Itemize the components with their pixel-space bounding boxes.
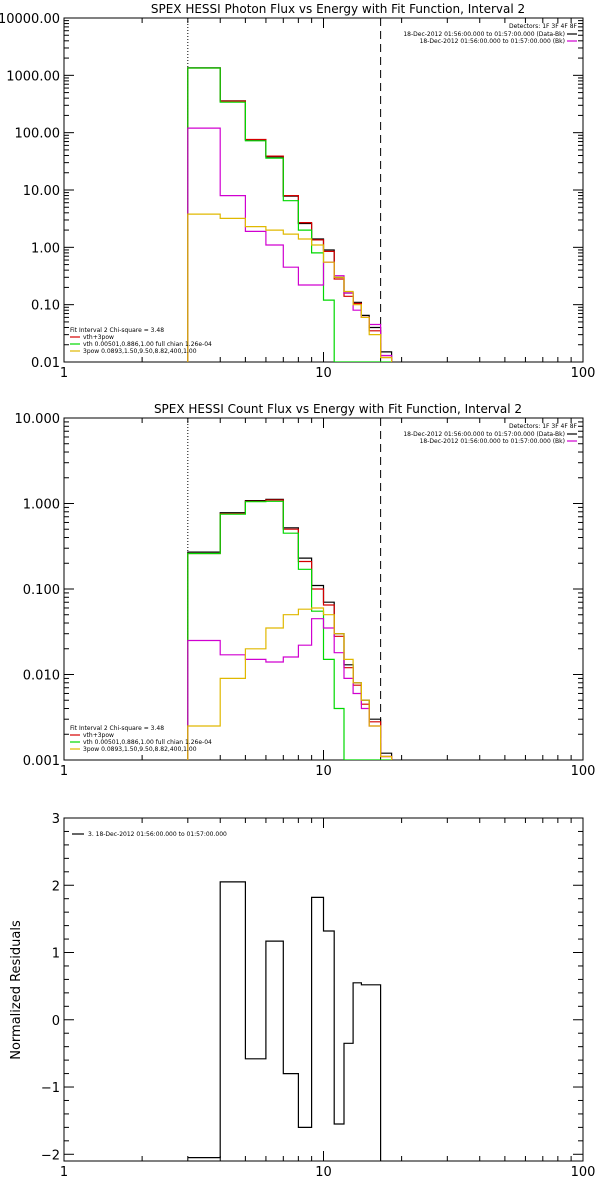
count-y-tick-label: 0.001 (23, 754, 60, 769)
photon-y-tick-label: 1.00 (31, 241, 60, 256)
residuals-x-tick-label: 100 (571, 1165, 596, 1180)
count-fit-legend-label: 3pow 0.0893,1.50,9.50,8.82,400,1.00 (83, 746, 197, 753)
count-chart-title: SPEX HESSI Count Flux vs Energy with Fit… (154, 402, 522, 416)
photon-fit-legend-label: vth 0.00501,0.886,1.00 full chian 1.26e-… (83, 341, 212, 348)
count-flux-panel: SPEX HESSI Count Flux vs Energy with Fit… (15, 402, 596, 779)
photon-series-4 (187, 213, 393, 362)
photon-y-tick-label: 100.00 (15, 127, 61, 142)
residuals-x-tick-label: 1 (60, 1165, 68, 1180)
count-y-tick-label: 10.000 (15, 412, 61, 427)
count-series-4 (187, 607, 393, 760)
residuals-y-tick-label: −1 (41, 1081, 60, 1096)
residuals-y-axis-label: Normalized Residuals (9, 920, 24, 1060)
photon-flux-panel: SPEX HESSI Photon Flux vs Energy with Fi… (0, 2, 595, 381)
photon-x-tick-label: 100 (571, 366, 596, 381)
residuals-y-tick-label: 1 (52, 947, 60, 962)
count-legend-label: 18-Dec-2012 01:56:00.000 to 01:57:00.000… (420, 438, 565, 445)
count-legend-label: 18-Dec-2012 01:56:00.000 to 01:57:00.000… (403, 431, 565, 438)
photon-series-3 (187, 127, 393, 362)
count-series-0 (187, 498, 393, 760)
count-x-tick-label: 100 (571, 764, 596, 779)
photon-y-tick-label: 10.00 (23, 184, 60, 199)
photon-x-tick-label: 1 (60, 366, 68, 381)
photon-chart-title: SPEX HESSI Photon Flux vs Energy with Fi… (151, 2, 525, 16)
residuals-plot-frame (63, 817, 584, 1162)
photon-fit-label: Fit Interval 2 Chi-square = 3.48 (70, 327, 164, 334)
photon-legend-label: 18-Dec-2012 01:56:00.000 to 01:57:00.000… (420, 38, 565, 45)
count-series-1 (187, 499, 393, 760)
count-y-tick-label: 1.000 (23, 498, 60, 513)
photon-y-tick-label: 0.01 (31, 356, 60, 371)
photon-x-tick-label: 10 (315, 366, 332, 381)
photon-series-2 (187, 67, 392, 362)
residuals-y-tick-label: 3 (52, 812, 60, 827)
count-fit-label: Fit Interval 2 Chi-square = 3.48 (70, 725, 164, 732)
count-y-tick-label: 0.010 (23, 669, 60, 684)
residuals-y-tick-label: 2 (52, 879, 60, 894)
residuals-legend-label: 3. 18-Dec-2012 01:56:00.000 to 01:57:00.… (88, 831, 227, 838)
photon-fit-legend-label: vth+3pow (83, 334, 114, 341)
photon-plot-frame (63, 17, 584, 363)
residuals-series-0 (187, 881, 382, 1161)
count-series-2 (187, 500, 392, 760)
photon-y-tick-label: 0.10 (31, 299, 60, 314)
residuals-panel: Normalized Residuals 1 10 100 −2 −1 0 1 2 3 3. 18… (9, 812, 595, 1180)
photon-legend-label: 18-Dec-2012 01:56:00.000 to 01:57:00.000… (403, 31, 565, 38)
residuals-y-tick-label: −2 (41, 1148, 60, 1163)
count-fit-legend-label: vth 0.00501,0.886,1.00 full chian 1.26e-… (83, 739, 212, 746)
count-fit-legend-label: vth+3pow (83, 732, 114, 739)
count-x-tick-label: 1 (60, 764, 68, 779)
count-detectors-label: Detectors: 1F 3F 4F 8F (509, 423, 578, 430)
residuals-x-tick-label: 10 (315, 1165, 332, 1180)
photon-y-tick-label: 1000.00 (6, 69, 60, 84)
count-x-tick-label: 10 (315, 764, 332, 779)
photon-fit-legend-label: 3pow 0.0893,1.50,9.50,8.82,400,1.00 (83, 348, 197, 355)
photon-y-tick-label: 10000.00 (0, 12, 60, 27)
residuals-y-tick-label: 0 (52, 1014, 60, 1029)
photon-detectors-label: Detectors: 1F 3F 4F 8F (509, 23, 578, 30)
count-y-tick-label: 0.100 (23, 583, 60, 598)
